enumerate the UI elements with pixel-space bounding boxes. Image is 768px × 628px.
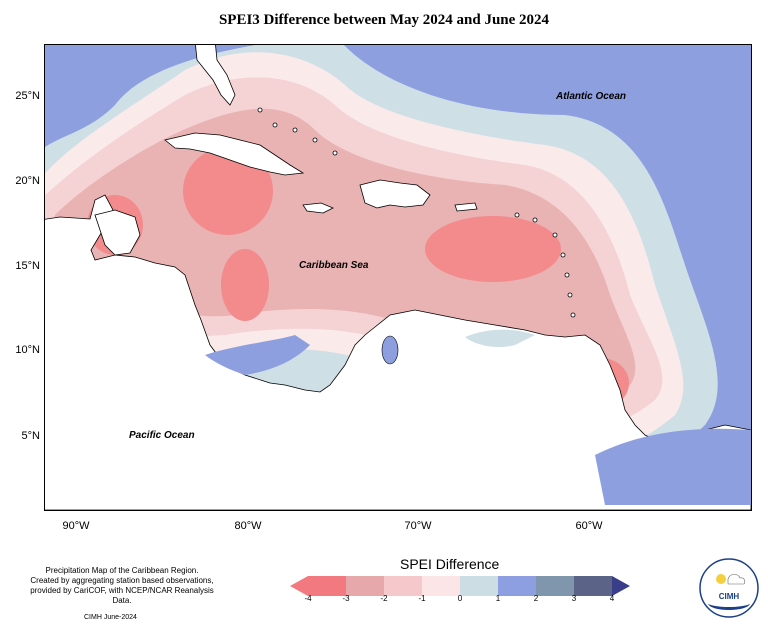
legend-tick-label: -2 [380, 594, 388, 603]
legend-swatch-1 [346, 576, 384, 596]
lake-maracaibo [381, 335, 399, 365]
pacific-ocean-label: Pacific Ocean [129, 430, 195, 441]
spei-difference-map [45, 45, 751, 510]
legend-colorbar [290, 576, 630, 596]
atlantic-ocean-label: Atlantic Ocean [556, 91, 627, 102]
legend-title: SPEI Difference [400, 556, 500, 572]
legend-tick-label: 3 [571, 594, 577, 603]
description-line-1: Precipitation Map of the Caribbean Regio… [45, 566, 199, 575]
coastal-positive-venezuela [465, 329, 535, 348]
lat-label-10: 10°N [15, 344, 40, 356]
lat-label-20: 20°N [15, 175, 40, 187]
strong-negative-honduras [221, 249, 269, 321]
legend-tick-label: 0 [457, 594, 463, 603]
legend-tick-label: 1 [495, 594, 501, 603]
caribbean-sea-label: Caribbean Sea [299, 260, 369, 271]
legend-swatch-0 [308, 576, 346, 596]
legend-tick-label: -4 [304, 594, 312, 603]
lat-label-15: 15°N [15, 260, 40, 272]
florida [195, 45, 236, 106]
lat-label-25: 25°N [15, 90, 40, 102]
description-line-2: Created by aggregating station based obs… [30, 576, 214, 585]
logo-icon: CIMH [699, 558, 759, 618]
lon-label-70: 70°W [404, 520, 432, 532]
legend-swatch-6 [536, 576, 574, 596]
legend-swatch-2 [384, 576, 422, 596]
strong-negative-east-caribbean [425, 216, 561, 282]
map-title: SPEI3 Difference between May 2024 and Ju… [218, 12, 550, 28]
lon-label-90: 90°W [62, 520, 90, 532]
legend-tick-label: -1 [418, 594, 426, 603]
coastal-positive-suriname [595, 428, 751, 505]
svg-text:CIMH: CIMH [719, 592, 740, 601]
legend-arrow-left [290, 576, 308, 596]
map-description: Precipitation Map of the Caribbean Regio… [22, 566, 222, 606]
legend-tick-label: 2 [533, 594, 539, 603]
map-panel [44, 44, 752, 511]
jamaica [302, 202, 334, 214]
cimh-logo: CIMH [698, 557, 760, 619]
lon-label-80: 80°W [234, 520, 262, 532]
legend-swatch-4 [460, 576, 498, 596]
coastal-positive-panama [205, 335, 310, 375]
legend-swatch-5 [498, 576, 536, 596]
strong-negative-cuba [183, 147, 273, 235]
legend-tick-label: -3 [342, 594, 350, 603]
cuba [164, 132, 305, 176]
yucatan [94, 209, 141, 256]
legend-swatch-7 [574, 576, 612, 596]
legend-tick-label: 4 [609, 594, 615, 603]
lon-label-60: 60°W [575, 520, 603, 532]
puerto-rico [454, 202, 478, 212]
lat-label-5: 5°N [21, 430, 40, 442]
legend-swatch-3 [422, 576, 460, 596]
description-line-3: provided by CariCOF, with NCEP/NCAR Rean… [30, 586, 214, 605]
hispaniola [359, 179, 431, 209]
credit-text: CIMH June-2024 [84, 614, 137, 621]
legend-arrow-right [612, 576, 630, 596]
